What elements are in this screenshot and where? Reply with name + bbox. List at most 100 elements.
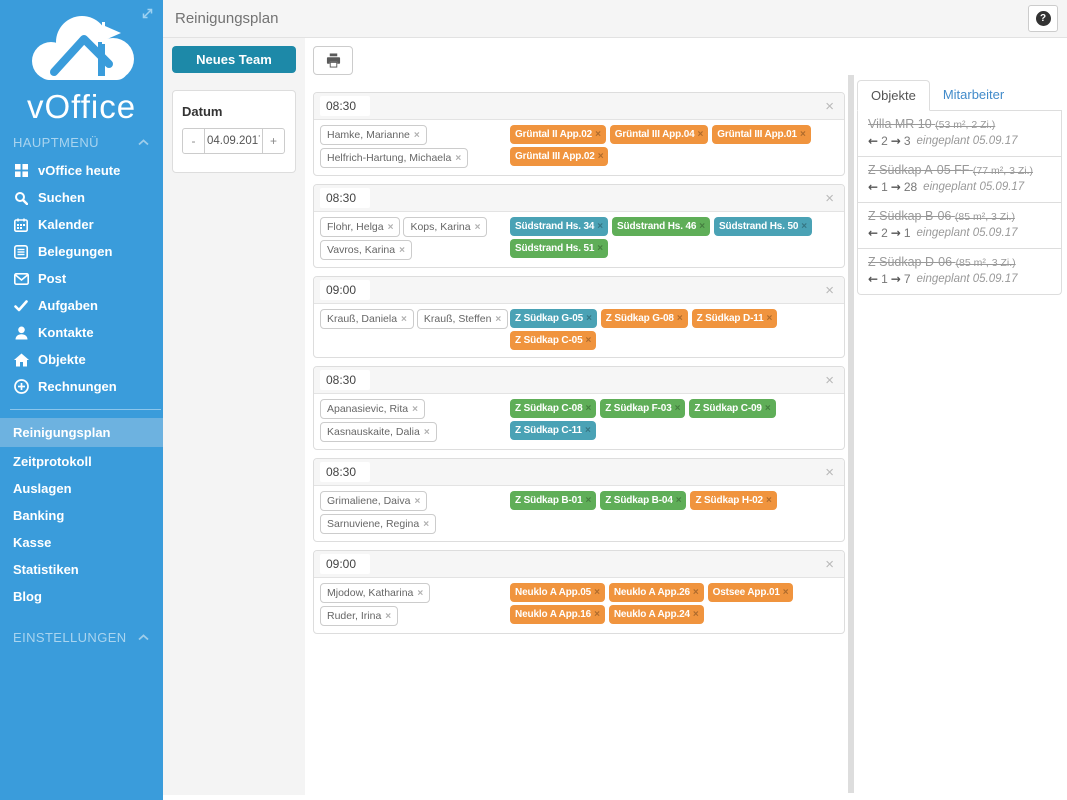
remove-member-icon[interactable]: ×	[399, 245, 405, 256]
remove-object-icon[interactable]: ×	[764, 403, 771, 414]
object-list-item[interactable]: Villa MR 10 (53 m², 2 Zi.) ← 2 → 3 einge…	[858, 111, 1061, 157]
remove-object-icon[interactable]: ×	[765, 495, 772, 506]
section-einstellungen[interactable]: EINSTELLUNGEN	[0, 621, 163, 652]
object-tag[interactable]: Neuklo A App.16 ×	[510, 605, 605, 624]
member-chip[interactable]: Apanasievic, Rita ×	[320, 399, 425, 419]
close-icon[interactable]: ×	[825, 371, 834, 389]
remove-object-icon[interactable]: ×	[595, 129, 601, 140]
object-tag[interactable]: Südstrand Hs. 51 ×	[510, 239, 608, 258]
remove-object-icon[interactable]: ×	[585, 495, 592, 506]
object-tag[interactable]: Z Südkap D-11 ×	[691, 309, 778, 328]
object-tag[interactable]: Ostsee App.01 ×	[707, 583, 794, 602]
help-button[interactable]: ?	[1028, 5, 1058, 32]
sidebar-item-aufgaben[interactable]: Aufgaben	[0, 292, 163, 319]
object-tag[interactable]: Z Südkap B-04 ×	[600, 491, 687, 510]
remove-object-icon[interactable]: ×	[766, 313, 773, 324]
remove-object-icon[interactable]: ×	[584, 425, 591, 436]
object-tag[interactable]: Grüntal III App.04 ×	[609, 125, 709, 144]
team-time-input[interactable]	[320, 554, 370, 574]
object-tag[interactable]: Z Südkap C-05 ×	[510, 331, 597, 350]
object-list-item[interactable]: Z Südkap B-06 (85 m², 3 Zi.) ← 2 → 1 ein…	[858, 203, 1061, 249]
expand-sidebar-icon[interactable]	[140, 6, 156, 22]
team-time-input[interactable]	[320, 280, 370, 300]
sidebar-item-post[interactable]: Post	[0, 265, 163, 292]
object-tag[interactable]: Z Südkap G-08 ×	[600, 309, 688, 328]
section-hauptmenu[interactable]: HAUPTMENÜ	[0, 126, 163, 157]
close-icon[interactable]: ×	[825, 189, 834, 207]
object-tag[interactable]: Z Südkap F-03 ×	[600, 399, 686, 418]
sidebar-item-auslagen[interactable]: Auslagen	[13, 481, 72, 496]
object-list-item[interactable]: Z Südkap D-06 (85 m², 3 Zi.) ← 1 → 7 ein…	[868, 255, 1018, 286]
object-tag[interactable]: Z Südkap H-02 ×	[690, 491, 777, 510]
member-chip[interactable]: Mjodow, Katharina ×	[320, 583, 431, 603]
print-button[interactable]	[313, 46, 353, 75]
remove-object-icon[interactable]: ×	[674, 403, 681, 414]
sidebar-item-kalender[interactable]: Kalender	[0, 211, 163, 238]
object-tag[interactable]: Südstrand Hs. 34 ×	[510, 217, 608, 236]
sidebar-item-suchen[interactable]: Suchen	[0, 184, 163, 211]
remove-object-icon[interactable]: ×	[597, 243, 603, 254]
member-chip[interactable]: Ruder, Irina ×	[320, 606, 399, 626]
remove-object-icon[interactable]: ×	[801, 221, 807, 232]
remove-object-icon[interactable]: ×	[585, 335, 592, 346]
sidebar-item-statistiken[interactable]: Statistiken	[13, 562, 79, 577]
date-input[interactable]	[205, 128, 262, 154]
object-tag[interactable]: Südstrand Hs. 46 ×	[612, 217, 710, 236]
remove-object-icon[interactable]: ×	[675, 495, 682, 506]
sidebar-item-kontakte[interactable]: Kontakte	[0, 319, 163, 346]
remove-object-icon[interactable]: ×	[597, 221, 603, 232]
close-icon[interactable]: ×	[825, 281, 834, 299]
remove-member-icon[interactable]: ×	[412, 404, 418, 415]
remove-member-icon[interactable]: ×	[423, 427, 430, 438]
object-tag[interactable]: Z Südkap G-05 ×	[510, 309, 597, 328]
object-list-item[interactable]: Z Südkap A-05 FF (77 m², 3 Zi.) ← 1 → 28…	[858, 157, 1061, 203]
member-chip[interactable]: Kasnauskaite, Dalia ×	[320, 422, 437, 442]
team-time-input[interactable]	[320, 188, 370, 208]
member-chip[interactable]: Flohr, Helga ×	[320, 217, 401, 237]
team-time-input[interactable]	[320, 462, 370, 482]
remove-object-icon[interactable]: ×	[782, 587, 789, 598]
remove-member-icon[interactable]: ×	[495, 314, 502, 325]
team-time-input[interactable]	[320, 96, 370, 116]
remove-member-icon[interactable]: ×	[385, 611, 392, 622]
panel-divider[interactable]	[848, 75, 854, 793]
object-tag[interactable]: Grüntal III App.01 ×	[712, 125, 811, 144]
close-icon[interactable]: ×	[825, 555, 834, 573]
remove-object-icon[interactable]: ×	[699, 221, 705, 232]
member-chip[interactable]: Krauß, Steffen ×	[416, 309, 509, 329]
object-tag[interactable]: Grüntal III App.02 ×	[510, 147, 609, 166]
remove-object-icon[interactable]: ×	[676, 313, 683, 324]
sidebar-item-voffice-heute[interactable]: vOffice heute	[0, 157, 163, 184]
remove-member-icon[interactable]: ×	[423, 519, 430, 530]
sidebar-item-reinigungsplan[interactable]: Reinigungsplan	[0, 418, 163, 447]
remove-object-icon[interactable]: ×	[799, 129, 806, 140]
remove-object-icon[interactable]: ×	[585, 403, 592, 414]
tab-objekte[interactable]: Objekte	[857, 80, 930, 111]
object-tag[interactable]: Neuklo A App.26 ×	[608, 583, 704, 602]
object-tag[interactable]: Z Südkap B-01 ×	[510, 491, 597, 510]
member-chip[interactable]: Grimaliene, Daiva ×	[320, 491, 428, 511]
remove-member-icon[interactable]: ×	[455, 153, 462, 164]
new-team-button[interactable]: Neues Team	[172, 46, 296, 73]
tab-mitarbeiter[interactable]: Mitarbeiter	[942, 87, 1005, 102]
sidebar-item-zeitprotokoll[interactable]: Zeitprotokoll	[13, 454, 92, 469]
object-tag[interactable]: Z Südkap C-09 ×	[689, 399, 776, 418]
remove-object-icon[interactable]: ×	[597, 151, 604, 162]
team-time-input[interactable]	[320, 370, 370, 390]
sidebar-item-blog[interactable]: Blog	[13, 589, 42, 604]
sidebar-item-belegungen[interactable]: Belegungen	[0, 238, 163, 265]
remove-member-icon[interactable]: ×	[474, 222, 481, 233]
remove-object-icon[interactable]: ×	[586, 313, 592, 324]
sidebar-item-banking[interactable]: Banking	[13, 508, 65, 523]
object-tag[interactable]: Neuklo A App.24 ×	[608, 605, 704, 624]
close-icon[interactable]: ×	[825, 463, 834, 481]
remove-member-icon[interactable]: ×	[413, 130, 420, 141]
remove-member-icon[interactable]: ×	[417, 588, 424, 599]
object-tag[interactable]: Z Südkap C-08 ×	[510, 399, 597, 418]
remove-object-icon[interactable]: ×	[697, 129, 704, 140]
member-chip[interactable]: Krauß, Daniela ×	[320, 309, 414, 329]
member-chip[interactable]: Helfrich-Hartung, Michaela ×	[320, 148, 469, 168]
object-tag[interactable]: Grüntal II App.02 ×	[510, 125, 606, 144]
remove-object-icon[interactable]: ×	[594, 609, 600, 620]
member-chip[interactable]: Hamke, Marianne ×	[320, 125, 427, 145]
